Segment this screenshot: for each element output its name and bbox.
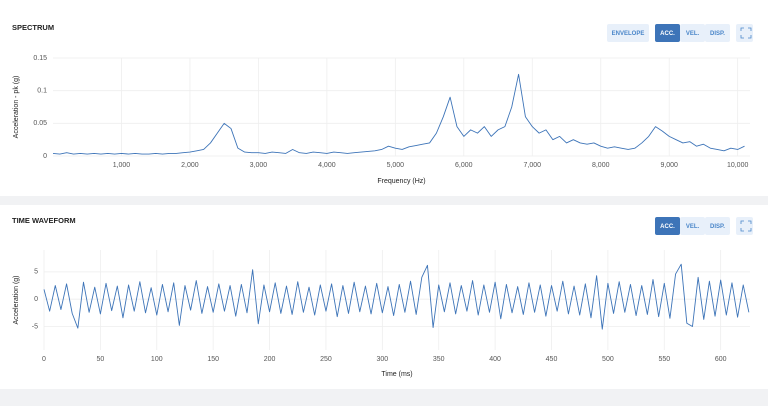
chart-title: SPECTRUM [12, 23, 54, 32]
x-tick-label: 450 [546, 356, 558, 363]
x-tick-label: 10,000 [727, 162, 749, 169]
toggle-button[interactable]: VEL. [680, 24, 705, 42]
x-axis-label: Frequency (Hz) [377, 178, 425, 185]
x-tick-label: 4,000 [318, 162, 336, 169]
button-label: ACC. [660, 31, 675, 37]
x-tick-label: 350 [433, 356, 445, 363]
x-tick-label: 600 [715, 356, 727, 363]
button-bg [705, 217, 730, 235]
x-tick-label: 7,000 [524, 162, 542, 169]
x-tick-label: 400 [489, 356, 501, 363]
button-bg [680, 217, 705, 235]
x-tick-label: 500 [602, 356, 614, 363]
button-label: DISP. [710, 224, 725, 230]
toggle-button[interactable]: ENVELOPE [607, 24, 649, 42]
y-tick-label: 5 [34, 269, 38, 276]
button-label: ENVELOPE [612, 31, 645, 37]
button-bg [680, 24, 705, 42]
y-tick-label: -5 [32, 323, 38, 330]
y-axis-label: Acceleration (g) [13, 275, 20, 324]
button-label: DISP. [710, 31, 725, 37]
x-tick-label: 150 [207, 356, 219, 363]
toggle-button[interactable]: DISP. [705, 24, 730, 42]
x-tick-label: 6,000 [455, 162, 473, 169]
button-label: ACC. [660, 224, 675, 230]
fullscreen-button[interactable] [736, 217, 753, 235]
x-tick-label: 200 [264, 356, 276, 363]
y-tick-label: 0 [34, 296, 38, 303]
x-tick-label: 9,000 [660, 162, 678, 169]
x-tick-label: 300 [376, 356, 388, 363]
y-axis-label: Acceleration - pk (g) [13, 76, 20, 139]
x-tick-label: 5,000 [387, 162, 405, 169]
button-bg [607, 24, 649, 42]
button-bg [655, 24, 680, 42]
y-tick-label: 0.1 [37, 88, 47, 95]
x-tick-label: 8,000 [592, 162, 610, 169]
button-bg [655, 217, 680, 235]
button-bg [705, 24, 730, 42]
x-tick-label: 0 [42, 356, 46, 363]
toggle-button[interactable]: ACC. [655, 24, 680, 42]
chart-title: TIME WAVEFORM [12, 216, 76, 225]
y-tick-label: 0.05 [33, 120, 47, 127]
x-tick-label: 3,000 [250, 162, 268, 169]
x-tick-label: 2,000 [181, 162, 199, 169]
toggle-button[interactable]: VEL. [680, 217, 705, 235]
toggle-button[interactable]: DISP. [705, 217, 730, 235]
x-tick-label: 550 [658, 356, 670, 363]
data-line [52, 73, 745, 155]
y-tick-label: 0.15 [33, 55, 47, 62]
x-tick-label: 50 [96, 356, 104, 363]
toggle-button[interactable]: ACC. [655, 217, 680, 235]
x-tick-label: 100 [151, 356, 163, 363]
y-tick-label: 0 [43, 153, 47, 160]
x-tick-label: 250 [320, 356, 332, 363]
button-label: VEL. [686, 31, 700, 37]
x-tick-label: 1,000 [113, 162, 131, 169]
data-line [43, 263, 750, 330]
fullscreen-button[interactable] [736, 24, 753, 42]
x-axis-label: Time (ms) [381, 371, 412, 378]
button-label: VEL. [686, 224, 700, 230]
